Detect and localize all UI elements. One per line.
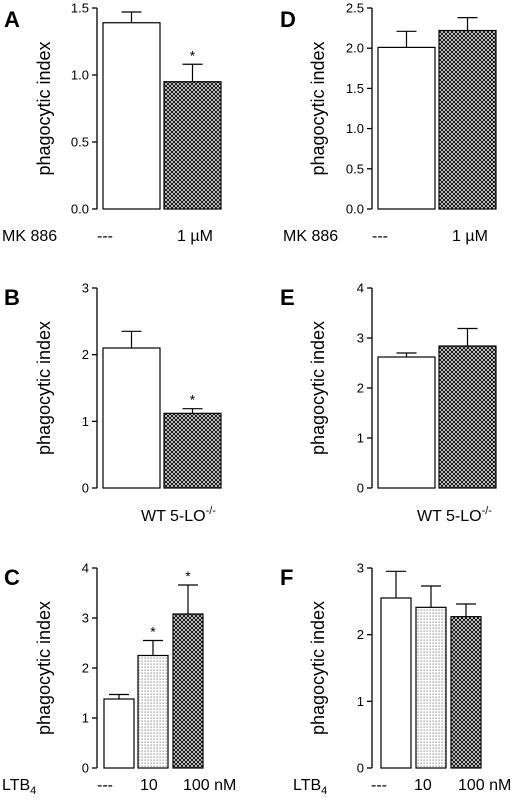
category-label: --- — [372, 228, 388, 245]
panel-a: A 0.0 0.5 1.0 1.5 phagocytic index * MK 886 --- 1… — [2, 1, 222, 245]
panel-letter: E — [280, 285, 295, 310]
y-axis-title: phagocytic index — [34, 601, 54, 735]
y-tick-label: 1 — [357, 431, 364, 446]
category-label: 100 nM — [183, 777, 236, 794]
y-tick-label: 0 — [357, 761, 364, 776]
category-label: 10 — [140, 777, 158, 794]
bar — [102, 22, 161, 210]
y-tick-label: 3 — [82, 281, 89, 296]
panel-d: D 0.0 0.5 1.0 1.5 2.0 2.5 phagocytic index MK 88… — [280, 1, 497, 245]
bar — [137, 654, 169, 769]
y-tick-label: 0 — [357, 481, 364, 496]
y-tick-label: 1 — [82, 711, 89, 726]
category-label: WT — [141, 508, 166, 525]
y-axis-title: phagocytic index — [34, 321, 54, 455]
bar — [450, 616, 482, 769]
y-tick-label: 3 — [357, 331, 364, 346]
row-label-subscript: 4 — [30, 785, 36, 797]
y-tick-label: 2 — [357, 381, 364, 396]
y-tick-label: 4 — [82, 561, 89, 576]
category-label: 5-LO-/- — [446, 505, 492, 525]
category-label: 10 — [414, 777, 432, 794]
bar — [415, 606, 447, 769]
panel-c: C 0 1 2 3 4 phagocytic index * * LTB4 --- 10 100 nM — [2, 561, 236, 798]
bar — [377, 46, 436, 210]
bar — [102, 347, 161, 489]
panel-letter: B — [4, 285, 20, 310]
panel-b: B 0 1 2 3 phagocytic index * WT 5-LO-/- — [4, 281, 222, 525]
y-tick-label: 0.5 — [346, 161, 364, 176]
bar — [103, 698, 135, 769]
category-label: 5-LO-/- — [170, 505, 216, 525]
category-label: 1 µM — [452, 228, 488, 245]
row-label: LTB4 — [293, 777, 327, 797]
bar — [163, 81, 222, 210]
y-tick-label: 0.0 — [346, 202, 364, 217]
y-tick-label: 3 — [357, 561, 364, 576]
bar — [438, 345, 497, 489]
row-label-subscript: 4 — [321, 785, 327, 797]
y-tick-label: 2 — [82, 347, 89, 362]
y-axis-title: phagocytic index — [308, 321, 328, 455]
panel-f: F 0 1 2 3 phagocytic index LTB4 --- 10 100 nM — [280, 561, 511, 798]
y-axis-title: phagocytic index — [34, 41, 54, 175]
y-tick-label: 1.5 — [71, 1, 89, 16]
category-label: 1 µM — [177, 228, 213, 245]
category-label: --- — [97, 228, 113, 245]
row-label: LTB4 — [2, 777, 36, 797]
significance-marker: * — [190, 392, 196, 408]
panel-letter: C — [4, 565, 20, 590]
y-tick-label: 1.5 — [346, 81, 364, 96]
y-tick-label: 1 — [357, 694, 364, 709]
category-label: --- — [371, 777, 387, 794]
bar — [163, 412, 222, 489]
y-tick-label: 2 — [357, 627, 364, 642]
bar — [438, 29, 497, 210]
y-axis-title: phagocytic index — [308, 601, 328, 735]
panel-letter: D — [280, 7, 296, 32]
row-label: MK 886 — [2, 228, 57, 245]
y-tick-label: 2.5 — [346, 1, 364, 16]
category-superscript: -/- — [482, 505, 493, 517]
y-tick-label: 1.0 — [71, 68, 89, 83]
bar — [380, 597, 412, 769]
y-tick-label: 0.0 — [71, 202, 89, 217]
y-tick-label: 2 — [82, 661, 89, 676]
bar — [172, 613, 204, 769]
y-tick-label: 2.0 — [346, 41, 364, 56]
row-label: MK 886 — [283, 228, 338, 245]
y-tick-label: 0.5 — [71, 135, 89, 150]
significance-marker: * — [185, 568, 191, 584]
significance-marker: * — [150, 624, 156, 640]
bar — [377, 356, 436, 489]
category-label: --- — [97, 777, 113, 794]
y-tick-label: 0 — [82, 761, 89, 776]
y-tick-label: 3 — [82, 611, 89, 626]
significance-marker: * — [190, 47, 196, 63]
y-tick-label: 0 — [82, 481, 89, 496]
panel-letter: A — [4, 7, 20, 32]
panel-e: E 0 1 2 3 4 phagocytic index WT 5-LO-/- — [280, 281, 497, 525]
y-axis-title: phagocytic index — [308, 41, 328, 175]
category-superscript: -/- — [206, 505, 217, 517]
category-label: 100 nM — [458, 777, 511, 794]
y-tick-label: 1.0 — [346, 121, 364, 136]
category-label: WT — [417, 508, 442, 525]
panel-letter: F — [280, 565, 293, 590]
y-tick-label: 4 — [357, 281, 364, 296]
y-tick-label: 1 — [82, 414, 89, 429]
